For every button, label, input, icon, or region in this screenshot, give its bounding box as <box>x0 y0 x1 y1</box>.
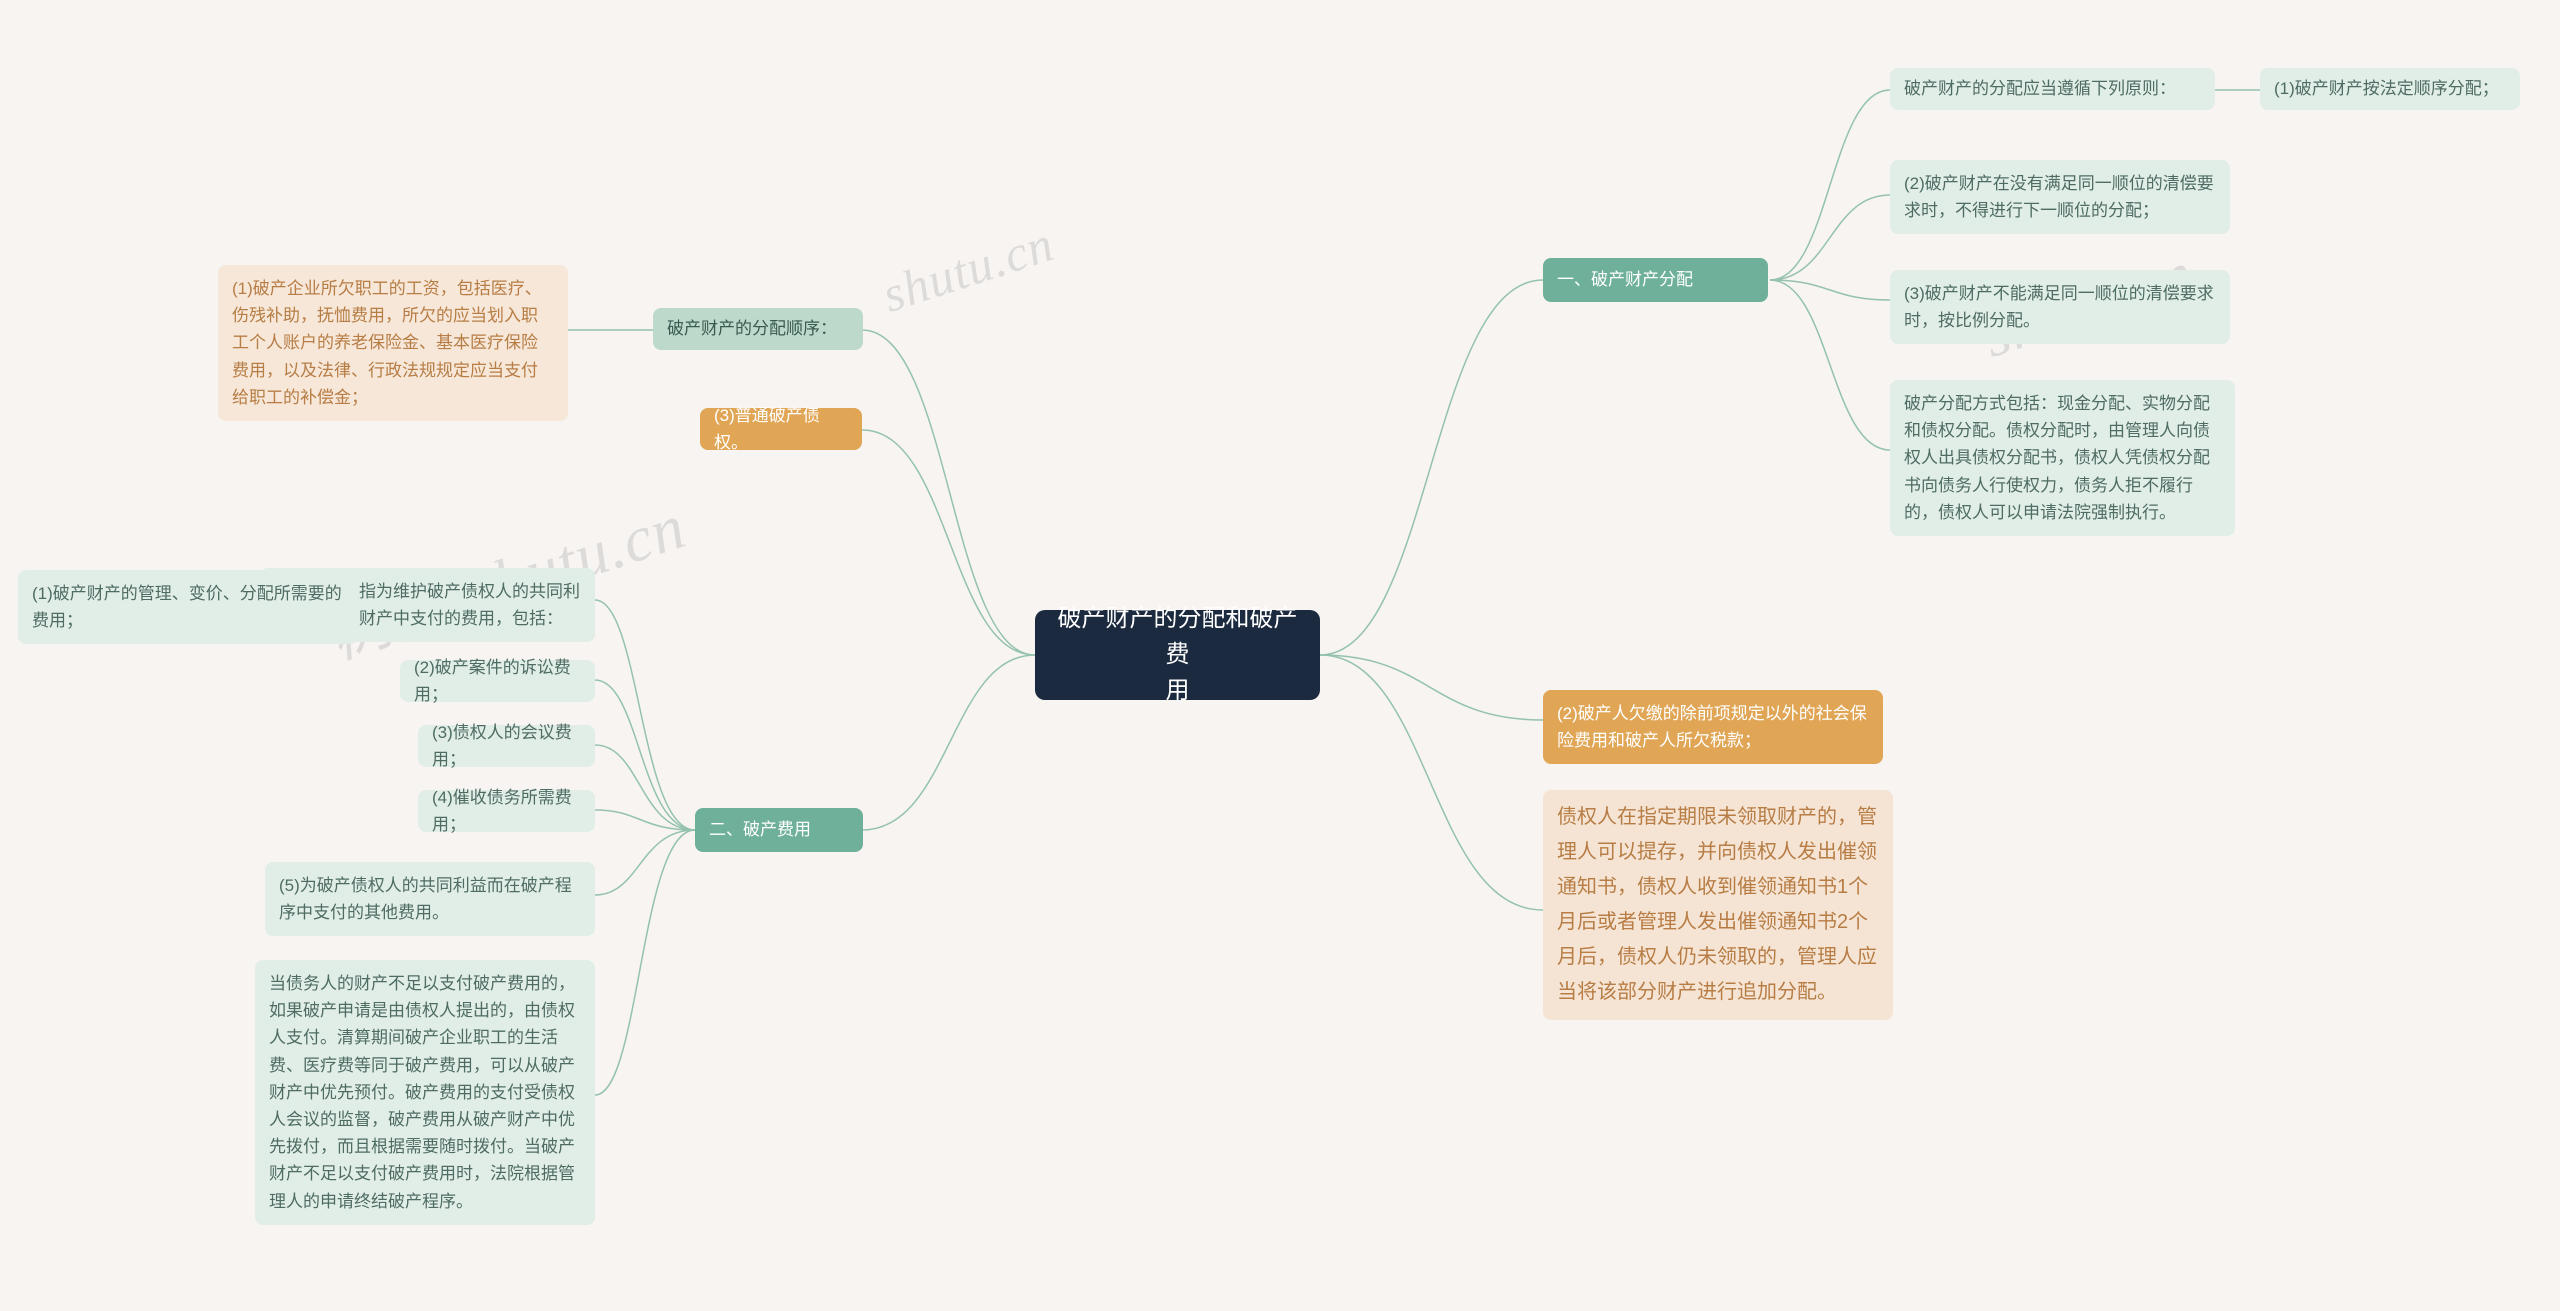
s1-p2: (2)破产财产在没有满足同一顺位的清偿要求时，不得进行下一顺位的分配； <box>1890 160 2230 234</box>
section-1-title: 一、破产财产分配 <box>1543 258 1768 302</box>
s2-i2: (2)破产案件的诉讼费用； <box>400 660 595 702</box>
order-child: (1)破产企业所欠职工的工资，包括医疗、伤残补助，抚恤费用，所欠的应当划入职工个… <box>218 265 568 421</box>
right-section2: (2)破产人欠缴的除前项规定以外的社会保险费用和破产人所欠税款； <box>1543 690 1883 764</box>
s2-note: 当债务人的财产不足以支付破产费用的，如果破产申请是由债权人提出的，由债权人支付。… <box>255 960 595 1225</box>
s1-principle: 破产财产的分配应当遵循下列原则： <box>1890 68 2215 110</box>
normal-claim: (3)普通破产债权。 <box>700 408 862 450</box>
s2-intro-child: (1)破产财产的管理、变价、分配所需要的费用； <box>18 570 358 644</box>
s2-i4: (4)催收债务所需费用； <box>418 790 595 832</box>
s2-i5: (5)为破产债权人的共同利益而在破产程序中支付的其他费用。 <box>265 862 595 936</box>
order-title: 破产财产的分配顺序： <box>653 308 863 350</box>
section-2-title: 二、破产费用 <box>695 808 863 852</box>
s1-p3: (3)破产财产不能满足同一顺位的清偿要求时，按比例分配。 <box>1890 270 2230 344</box>
right-section3: 债权人在指定期限未领取财产的，管理人可以提存，并向债权人发出催领通知书，债权人收… <box>1543 790 1893 1020</box>
root-node: 破产财产的分配和破产费 用 <box>1035 610 1320 700</box>
s1-principle-child: (1)破产财产按法定顺序分配； <box>2260 68 2520 110</box>
watermark: shutu.cn <box>875 214 1060 324</box>
s2-i3: (3)债权人的会议费用； <box>418 725 595 767</box>
s1-p4: 破产分配方式包括：现金分配、实物分配和债权分配。债权分配时，由管理人向债权人出具… <box>1890 380 2235 536</box>
